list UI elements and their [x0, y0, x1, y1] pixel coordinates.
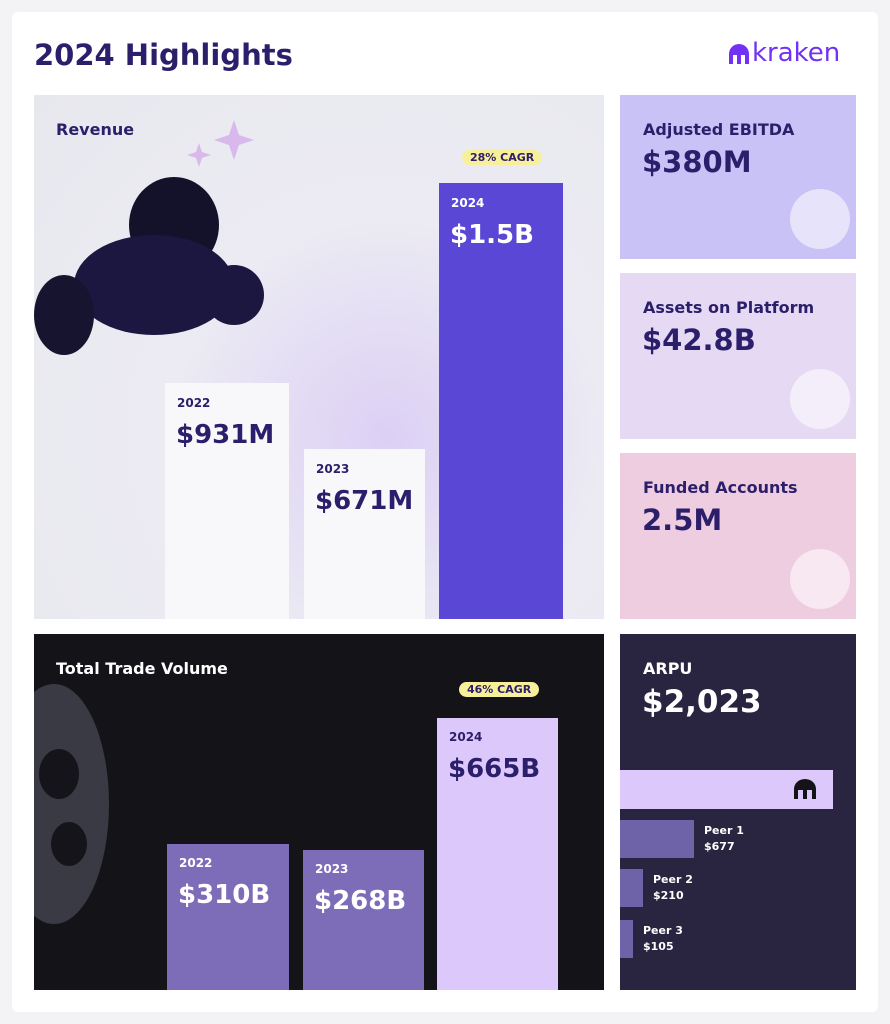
bar-year: 2023 [316, 462, 350, 476]
panel-title: Total Trade Volume [56, 659, 228, 678]
cagr-badge: 46% CAGR [459, 682, 540, 697]
peer-bar [620, 820, 694, 858]
bar-value: $310B [178, 880, 271, 910]
arpu-panel [620, 634, 856, 990]
logo-icon [727, 44, 751, 66]
chrome-decoration [34, 684, 109, 924]
peer-value: $210 [653, 889, 684, 902]
peer-bar [620, 920, 633, 958]
bar-year: 2024 [451, 196, 485, 210]
bar-value: $665B [448, 754, 541, 784]
bar-year: 2022 [177, 396, 211, 410]
sparkle-decoration [187, 120, 254, 167]
kraken-bar [620, 770, 833, 809]
revenue-bar [165, 383, 289, 619]
bar-value: $268B [314, 886, 407, 916]
metric-value: 2.5M [642, 503, 723, 537]
astronaut-decoration [34, 177, 264, 355]
bar-year: 2023 [315, 862, 349, 876]
metric-label: Assets on Platform [643, 298, 815, 317]
arpu-title: ARPU [643, 659, 693, 678]
revenue-bar [439, 183, 563, 619]
cagr-badge: 28% CAGR [462, 150, 543, 165]
page-title: 2024 Highlights [34, 38, 293, 72]
bar-value: $671M [315, 486, 414, 516]
bar-year: 2024 [449, 730, 483, 744]
volume-bar [167, 844, 289, 990]
metric-label: Funded Accounts [643, 478, 798, 497]
logo-svg [729, 44, 749, 64]
bar-value: $1.5B [450, 220, 534, 250]
peer-bar [620, 869, 643, 907]
metric-value: $380M [642, 145, 752, 179]
metric-decoration [790, 549, 850, 609]
metric-decoration [790, 369, 850, 429]
metric-label: Adjusted EBITDA [643, 120, 795, 139]
logo-text: kraken [752, 38, 841, 68]
bar-year: 2022 [179, 856, 213, 870]
peer-name: Peer 3 [643, 924, 683, 937]
volume-bar [303, 850, 424, 990]
peer-name: Peer 2 [653, 873, 693, 886]
arpu-value: $2,023 [642, 684, 762, 720]
volume-bar [437, 718, 558, 990]
kraken-icon [794, 779, 816, 799]
panel-title: Revenue [56, 120, 135, 139]
revenue-bar [304, 449, 425, 619]
metric-value: $42.8B [642, 323, 756, 357]
peer-value: $105 [643, 940, 674, 953]
bar-value: $931M [176, 420, 275, 450]
peer-value: $677 [704, 840, 735, 853]
peer-name: Peer 1 [704, 824, 744, 837]
metric-decoration [790, 189, 850, 249]
